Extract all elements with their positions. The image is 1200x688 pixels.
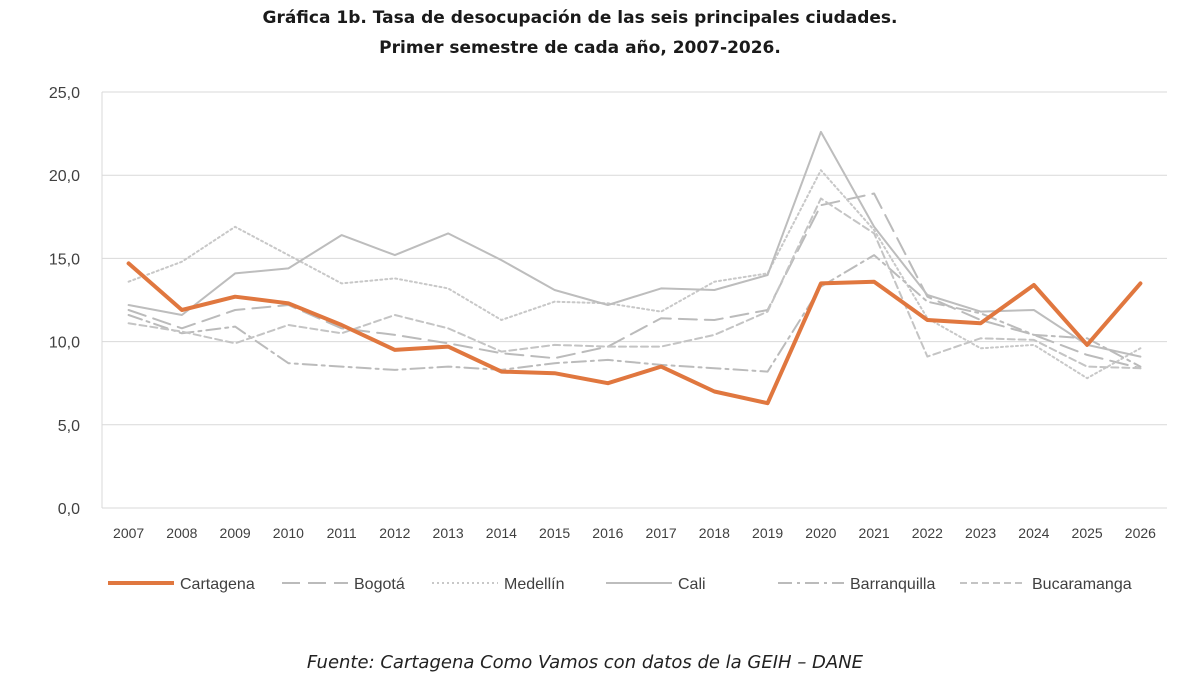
x-tick-label: 2026 <box>1125 525 1156 541</box>
legend-label: Cartagena <box>180 576 255 593</box>
x-tick-label: 2024 <box>1018 525 1049 541</box>
series-line-cali <box>127 130 1142 358</box>
series-line-bucaramanga <box>127 197 1142 370</box>
legend-label: Bogotá <box>354 576 405 593</box>
x-tick-label: 2009 <box>220 525 251 541</box>
series-line-bogotá <box>127 192 1142 370</box>
x-tick-label: 2013 <box>433 525 464 541</box>
x-tick-label: 2007 <box>113 525 144 541</box>
y-axis-ticks: 0,0 5,0 10,0 15,0 20,0 25,0 <box>49 85 80 518</box>
x-tick-label: 2012 <box>379 525 410 541</box>
source-note: Fuente: Cartagena Como Vamos con datos d… <box>306 652 864 673</box>
series-line-cartagena <box>126 261 1143 406</box>
y-tick-label: 0,0 <box>58 501 80 518</box>
x-tick-label: 2008 <box>166 525 197 541</box>
x-tick-label: 2017 <box>646 525 677 541</box>
x-tick-label: 2022 <box>912 525 943 541</box>
y-tick-label: 25,0 <box>49 85 80 102</box>
x-tick-label: 2014 <box>486 525 517 541</box>
y-tick-label: 5,0 <box>58 418 80 435</box>
legend-label: Cali <box>678 576 706 593</box>
x-tick-label: 2020 <box>805 525 836 541</box>
x-tick-label: 2021 <box>859 525 890 541</box>
legend-label: Medellín <box>504 576 564 593</box>
x-tick-label: 2025 <box>1072 525 1103 541</box>
gridlines <box>101 91 1167 509</box>
x-axis-ticks: 2007 2008 2009 2010 2011 2012 2013 2014 2015 2016… <box>113 525 1156 541</box>
line-chart: 0,05,010,015,020,025,0 2007 2008 2009 2010 2… <box>49 85 1167 593</box>
x-tick-label: 2023 <box>965 525 996 541</box>
x-tick-label: 2018 <box>699 525 730 541</box>
y-tick-label: 20,0 <box>49 168 80 185</box>
chart-subtitle: Primer semestre de cada año, 2007-2026. <box>379 38 781 58</box>
y-tick-label: 15,0 <box>49 251 80 268</box>
series-line-barranquilla <box>127 254 1142 373</box>
series-lines <box>126 130 1143 406</box>
series-line-medellín <box>127 169 1142 380</box>
chart-title: Gráfica 1b. Tasa de desocupación de las … <box>262 8 898 28</box>
legend: Cartagena Bogotá Medellín Cali Barranquilla B… <box>108 576 1132 593</box>
x-tick-label: 2016 <box>592 525 623 541</box>
x-tick-label: 2019 <box>752 525 783 541</box>
y-tick-label: 10,0 <box>49 335 80 352</box>
x-tick-label: 2015 <box>539 525 570 541</box>
legend-label: Barranquilla <box>850 576 935 593</box>
legend-label: Bucaramanga <box>1032 576 1132 593</box>
x-tick-label: 2010 <box>273 525 304 541</box>
x-tick-label: 2011 <box>327 525 357 541</box>
